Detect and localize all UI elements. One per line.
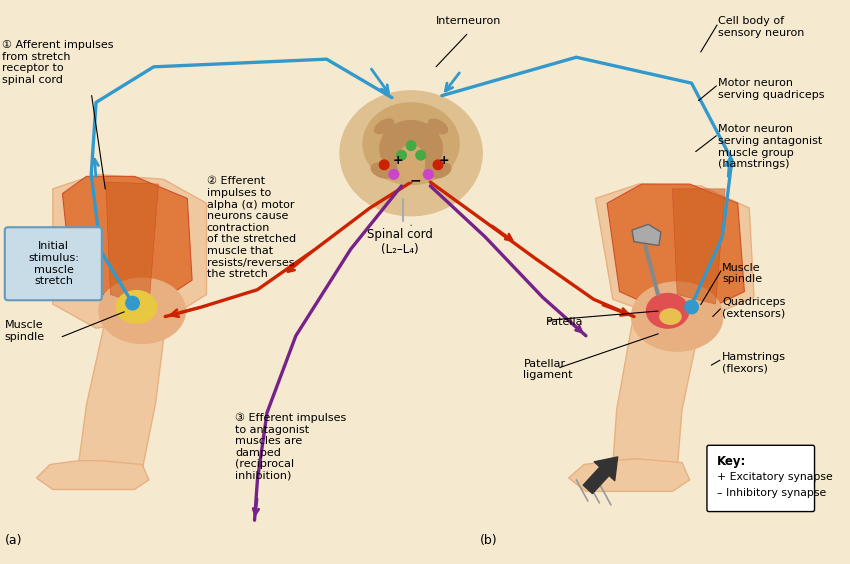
Ellipse shape — [380, 121, 442, 177]
Text: Muscle
spindle: Muscle spindle — [5, 320, 45, 342]
Polygon shape — [672, 189, 725, 304]
Circle shape — [434, 160, 443, 170]
Polygon shape — [62, 177, 192, 309]
Polygon shape — [613, 324, 700, 474]
Text: Patellar
ligament: Patellar ligament — [524, 359, 573, 381]
Text: (b): (b) — [480, 534, 498, 547]
FancyArrowPatch shape — [583, 457, 618, 494]
Circle shape — [397, 151, 406, 160]
Ellipse shape — [398, 144, 424, 181]
Ellipse shape — [340, 91, 482, 215]
Ellipse shape — [632, 282, 722, 351]
Text: +: + — [439, 155, 449, 168]
Circle shape — [685, 300, 699, 314]
Polygon shape — [53, 174, 207, 328]
Text: + Excitatory synapse: + Excitatory synapse — [717, 472, 832, 482]
Polygon shape — [632, 224, 660, 245]
Text: Quadriceps
(extensors): Quadriceps (extensors) — [722, 297, 785, 319]
Ellipse shape — [428, 119, 448, 134]
Text: Motor neuron
serving antagonist
muscle group
(hamstrings): Motor neuron serving antagonist muscle g… — [718, 125, 823, 169]
Ellipse shape — [647, 293, 688, 328]
Text: Hamstrings
(flexors): Hamstrings (flexors) — [722, 352, 786, 374]
Text: Motor neuron
serving quadriceps: Motor neuron serving quadriceps — [718, 78, 825, 100]
Polygon shape — [105, 182, 158, 307]
Polygon shape — [569, 459, 689, 491]
Text: Cell body of
sensory neuron: Cell body of sensory neuron — [718, 16, 805, 38]
Ellipse shape — [375, 119, 394, 134]
Ellipse shape — [660, 309, 681, 324]
Text: Interneuron: Interneuron — [436, 16, 502, 26]
Text: +: + — [393, 155, 403, 168]
Text: ① Afferent impulses
from stretch
receptor to
spinal cord: ① Afferent impulses from stretch recepto… — [2, 40, 113, 85]
Ellipse shape — [363, 103, 459, 184]
Circle shape — [423, 170, 434, 179]
Text: ② Efferent
impulses to
alpha (α) motor
neurons cause
contraction
of the stretche: ② Efferent impulses to alpha (α) motor n… — [207, 177, 296, 279]
Text: Initial
stimulus:
muscle
stretch: Initial stimulus: muscle stretch — [28, 241, 79, 286]
FancyBboxPatch shape — [5, 227, 102, 300]
Polygon shape — [596, 184, 754, 326]
Circle shape — [406, 141, 416, 151]
Circle shape — [126, 297, 139, 310]
Ellipse shape — [429, 163, 451, 178]
Text: – Inhibitory synapse: – Inhibitory synapse — [717, 487, 826, 497]
Text: −: − — [409, 173, 421, 187]
Ellipse shape — [371, 163, 394, 178]
Ellipse shape — [116, 290, 156, 323]
Text: ③ Efferent impulses
to antagonist
muscles are
damped
(reciprocal
inhibition): ③ Efferent impulses to antagonist muscle… — [235, 413, 347, 481]
Circle shape — [389, 170, 399, 179]
Text: Muscle
spindle: Muscle spindle — [722, 263, 762, 284]
Text: Spinal cord
(L₂–L₄): Spinal cord (L₂–L₄) — [366, 228, 433, 256]
Text: Patella: Patella — [546, 316, 583, 327]
Text: (a): (a) — [5, 534, 22, 547]
Ellipse shape — [99, 278, 185, 343]
FancyBboxPatch shape — [707, 446, 814, 512]
Circle shape — [379, 160, 389, 170]
Circle shape — [416, 151, 426, 160]
Polygon shape — [37, 461, 149, 490]
Text: Key:: Key: — [717, 455, 746, 468]
Polygon shape — [79, 319, 165, 474]
Polygon shape — [607, 184, 745, 320]
